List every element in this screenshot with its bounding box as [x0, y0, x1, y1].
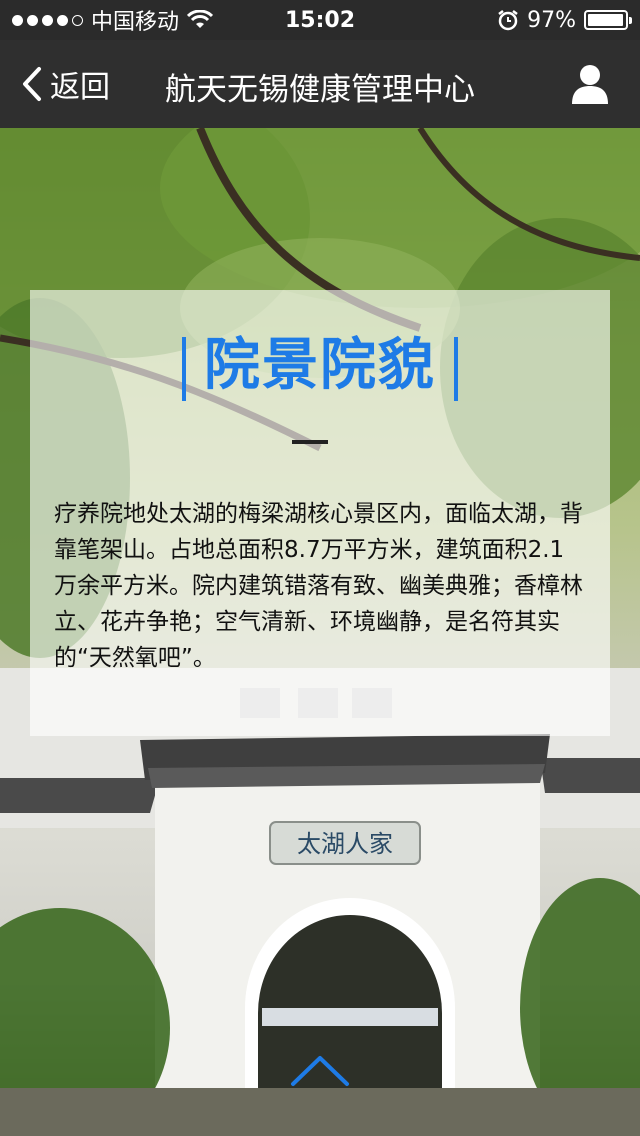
back-button[interactable]: 返回: [20, 62, 110, 106]
alarm-clock-icon: [498, 10, 518, 31]
heading-left-bar: [182, 336, 186, 401]
user-profile-icon[interactable]: [570, 62, 610, 106]
section-heading-text: 院景院貌: [204, 333, 436, 398]
info-card: 院景院貌 疗养院地处太湖的梅梁湖核心景区内，面临太湖，背靠笔架山。占地总面积8.…: [30, 290, 610, 736]
heading-right-bar: [454, 336, 458, 401]
section-heading: 院景院貌: [30, 320, 610, 401]
back-label: 返回: [50, 70, 110, 105]
description-text: 疗养院地处太湖的梅梁湖核心景区内，面临太湖，背靠笔架山。占地总面积8.7万平方米…: [54, 501, 583, 671]
status-bar: 中国移动 15:02 97%: [0, 0, 640, 40]
page-title: 航天无锡健康管理中心: [165, 72, 475, 108]
chevron-left-icon: [23, 67, 41, 101]
gate-plaque: 太湖人家: [297, 830, 393, 858]
carrier-label: 中国移动: [91, 10, 180, 35]
navigation-bar: 返回 航天无锡健康管理中心: [0, 40, 640, 128]
battery-icon: [584, 10, 632, 30]
battery-percent: 97%: [527, 7, 576, 33]
signal-strength-icon: [12, 14, 83, 26]
heading-divider: [292, 440, 328, 444]
chevron-up-icon[interactable]: [290, 1052, 350, 1088]
wifi-icon: [187, 10, 214, 28]
